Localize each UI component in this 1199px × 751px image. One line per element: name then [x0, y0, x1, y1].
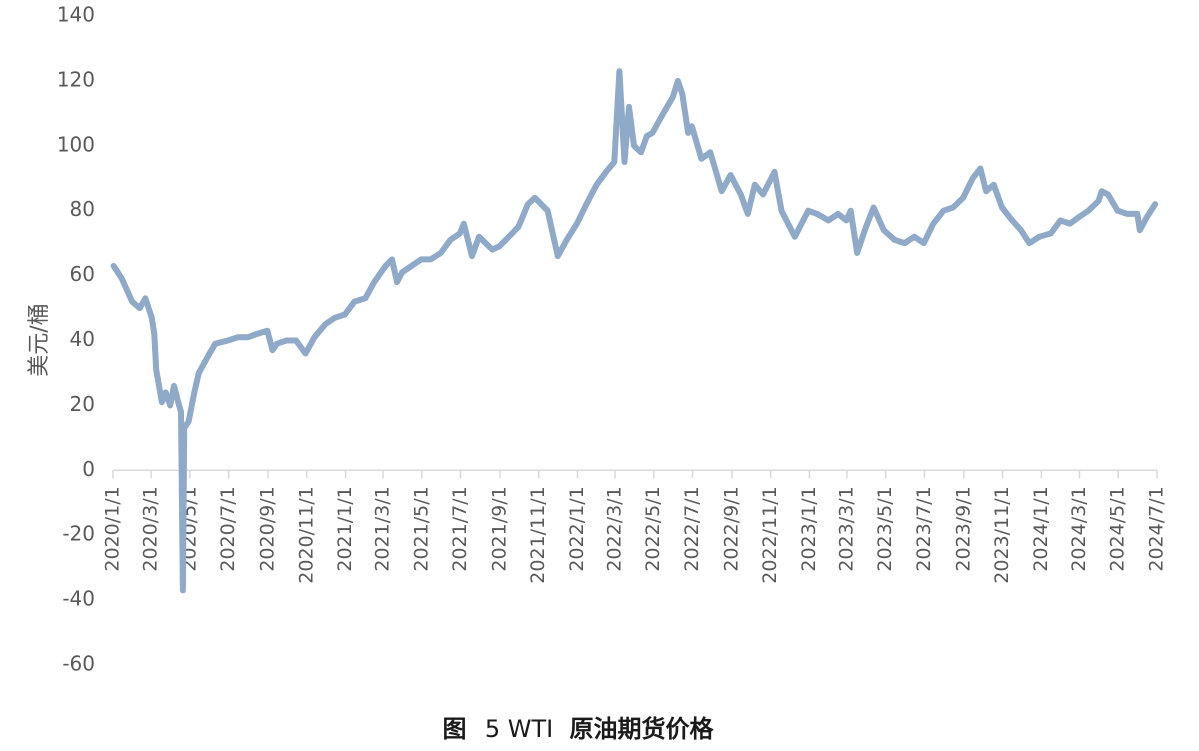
x-tick-label: 2022/7/1	[681, 486, 703, 571]
y-tick-label: 140	[57, 3, 95, 27]
x-tick-label: 2020/1/1	[102, 486, 124, 571]
x-tick-label: 2024/5/1	[1107, 486, 1129, 571]
x-tick-label: 2022/9/1	[720, 486, 742, 571]
x-tick-label: 2020/7/1	[217, 486, 239, 571]
caption-prefix: 图	[442, 715, 466, 743]
x-tick-label: 2023/7/1	[913, 486, 935, 571]
x-tick-label: 2023/3/1	[835, 486, 857, 571]
x-tick-label: 2023/11/1	[991, 486, 1013, 583]
x-tick-label: 2021/11/1	[527, 486, 549, 583]
x-tick-label: 2023/1/1	[798, 486, 820, 571]
y-tick-label: 80	[70, 197, 95, 221]
y-tick-label: 0	[82, 457, 95, 481]
x-tick-label: 2022/1/1	[566, 486, 588, 571]
x-axis: 2020/1/1 2020/3/1 2020/5/1 2020/7/1 2020/9/1…	[102, 469, 1168, 584]
x-tick-label: 2022/5/1	[642, 486, 664, 571]
x-tick-label: 2020/9/1	[257, 486, 279, 571]
wti-price-line	[110, 68, 1159, 594]
x-tick-label: 2021/9/1	[488, 486, 510, 571]
y-axis-ticks: 140 120 100 80 60 40 20 0 -20 -40 -60	[57, 3, 95, 676]
series-layer	[110, 68, 1159, 594]
y-tick-label: 40	[70, 327, 95, 351]
x-tick-label: 2021/1/1	[334, 486, 356, 571]
caption-number: 5 WTI	[485, 715, 553, 743]
y-tick-label: 60	[70, 262, 95, 286]
x-tick-label: 2024/1/1	[1030, 486, 1052, 571]
x-tick-label: 2021/7/1	[449, 486, 471, 571]
x-tick-label: 2022/3/1	[603, 486, 625, 571]
x-tick-label: 2021/5/1	[410, 486, 432, 571]
y-tick-label: 20	[70, 392, 95, 416]
y-tick-label: -40	[62, 587, 95, 611]
x-tick-label: 2022/11/1	[759, 486, 781, 583]
y-tick-label: -20	[62, 522, 95, 546]
x-tick-label: 2024/7/1	[1146, 486, 1168, 571]
x-tick-label: 2021/3/1	[372, 486, 394, 571]
x-tick-label: 2023/5/1	[874, 486, 896, 571]
y-axis-label: 美元/桶	[27, 303, 52, 376]
svg-text:图 5 WTI 原油期货价格: 图 5 WTI 原油期货价格	[442, 715, 714, 743]
caption-main: 原油期货价格	[570, 715, 715, 743]
y-tick-label: 100	[57, 132, 95, 156]
x-tick-label: 2020/3/1	[140, 486, 162, 571]
chart-caption: 图 5 WTI 原油期货价格	[442, 715, 714, 743]
x-tick-label: 2023/9/1	[952, 486, 974, 571]
y-tick-label: -60	[62, 652, 95, 676]
y-tick-label: 120	[57, 67, 95, 91]
x-tick-label: 2020/11/1	[295, 486, 317, 583]
x-tick-label: 2024/3/1	[1068, 486, 1090, 571]
